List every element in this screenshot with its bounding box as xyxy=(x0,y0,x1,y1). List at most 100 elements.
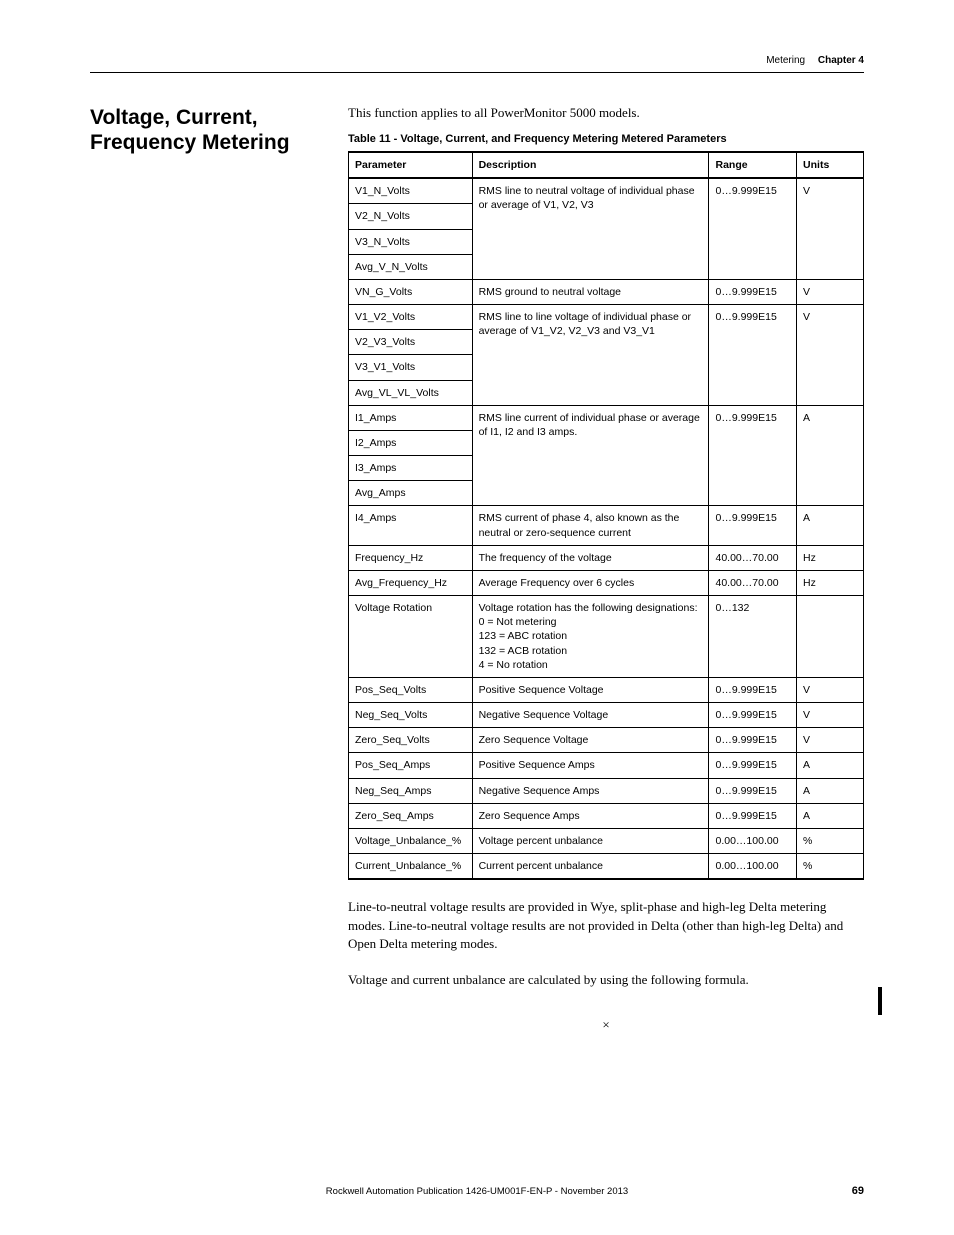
formula: × xyxy=(348,1017,864,1033)
cell-param: Neg_Seq_Volts xyxy=(349,703,473,728)
cell-units: A xyxy=(797,778,864,803)
cell-range: 0.00…100.00 xyxy=(709,854,797,880)
cell-units: % xyxy=(797,828,864,853)
cell-desc: Negative Sequence Amps xyxy=(472,778,709,803)
cell-units: V xyxy=(797,178,864,279)
cell-units: A xyxy=(797,405,864,506)
table-row: Neg_Seq_Amps Negative Sequence Amps 0…9.… xyxy=(349,778,864,803)
page-number: 69 xyxy=(852,1185,864,1197)
cell-range: 40.00…70.00 xyxy=(709,545,797,570)
cell-range: 0…9.999E15 xyxy=(709,279,797,304)
cell-range: 0…9.999E15 xyxy=(709,803,797,828)
cell-desc: Negative Sequence Voltage xyxy=(472,703,709,728)
cell-param: Zero_Seq_Volts xyxy=(349,728,473,753)
col-description: Description xyxy=(472,152,709,178)
cell-desc: Zero Sequence Amps xyxy=(472,803,709,828)
table-row: I4_Amps RMS current of phase 4, also kno… xyxy=(349,506,864,545)
cell-param: VN_G_Volts xyxy=(349,279,473,304)
col-units: Units xyxy=(797,152,864,178)
cell-units: V xyxy=(797,677,864,702)
cell-range: 0…9.999E15 xyxy=(709,305,797,406)
cell-desc: The frequency of the voltage xyxy=(472,545,709,570)
cell-range: 0…9.999E15 xyxy=(709,753,797,778)
table-row: Neg_Seq_Volts Negative Sequence Voltage … xyxy=(349,703,864,728)
cell-param: V1_N_Volts xyxy=(349,178,473,204)
cell-desc: RMS line to line voltage of individual p… xyxy=(472,305,709,406)
cell-desc: Positive Sequence Voltage xyxy=(472,677,709,702)
cell-desc: RMS line to neutral voltage of individua… xyxy=(472,178,709,279)
cell-units: A xyxy=(797,506,864,545)
table-row: Avg_Frequency_Hz Average Frequency over … xyxy=(349,570,864,595)
cell-param: V2_V3_Volts xyxy=(349,330,473,355)
parameters-table: Parameter Description Range Units V1_N_V… xyxy=(348,151,864,880)
cell-param: Frequency_Hz xyxy=(349,545,473,570)
table-row: V1_V2_Volts RMS line to line voltage of … xyxy=(349,305,864,330)
page-header: Metering Chapter 4 xyxy=(766,55,864,66)
cell-range: 0.00…100.00 xyxy=(709,828,797,853)
cell-desc: RMS current of phase 4, also known as th… xyxy=(472,506,709,545)
cell-range: 0…9.999E15 xyxy=(709,778,797,803)
cell-range: 0…9.999E15 xyxy=(709,506,797,545)
cell-desc: Average Frequency over 6 cycles xyxy=(472,570,709,595)
cell-param: Pos_Seq_Volts xyxy=(349,677,473,702)
body-paragraph-2: Voltage and current unbalance are calcul… xyxy=(348,971,864,989)
cell-param: I2_Amps xyxy=(349,430,473,455)
cell-desc: Voltage rotation has the following desig… xyxy=(472,596,709,678)
main-content: Voltage, Current, Frequency Metering Thi… xyxy=(90,105,864,1033)
cell-desc: Positive Sequence Amps xyxy=(472,753,709,778)
table-row: Pos_Seq_Amps Positive Sequence Amps 0…9.… xyxy=(349,753,864,778)
header-chapter: Chapter 4 xyxy=(818,55,864,66)
col-range: Range xyxy=(709,152,797,178)
cell-param: Current_Unbalance_% xyxy=(349,854,473,880)
cell-param: V3_V1_Volts xyxy=(349,355,473,380)
cell-param: Avg_Amps xyxy=(349,481,473,506)
table-row: Zero_Seq_Amps Zero Sequence Amps 0…9.999… xyxy=(349,803,864,828)
cell-units xyxy=(797,596,864,678)
table-row: V1_N_Volts RMS line to neutral voltage o… xyxy=(349,178,864,204)
cell-param: I3_Amps xyxy=(349,456,473,481)
cell-desc: Zero Sequence Voltage xyxy=(472,728,709,753)
cell-desc: Voltage percent unbalance xyxy=(472,828,709,853)
cell-param: V2_N_Volts xyxy=(349,204,473,229)
table-row: I1_Amps RMS line current of individual p… xyxy=(349,405,864,430)
cell-units: % xyxy=(797,854,864,880)
cell-desc: Current percent unbalance xyxy=(472,854,709,880)
table-row: Pos_Seq_Volts Positive Sequence Voltage … xyxy=(349,677,864,702)
cell-units: Hz xyxy=(797,545,864,570)
cell-param: Avg_VL_VL_Volts xyxy=(349,380,473,405)
cell-units: A xyxy=(797,753,864,778)
cell-param: I4_Amps xyxy=(349,506,473,545)
cell-param: V3_N_Volts xyxy=(349,229,473,254)
cell-desc: RMS ground to neutral voltage xyxy=(472,279,709,304)
cell-param: Voltage Rotation xyxy=(349,596,473,678)
header-section: Metering xyxy=(766,55,805,66)
cell-param: Neg_Seq_Amps xyxy=(349,778,473,803)
table-row: Current_Unbalance_% Current percent unba… xyxy=(349,854,864,880)
cell-range: 0…9.999E15 xyxy=(709,677,797,702)
table-caption: Table 11 - Voltage, Current, and Frequen… xyxy=(348,133,864,145)
cell-param: Pos_Seq_Amps xyxy=(349,753,473,778)
table-row: VN_G_Volts RMS ground to neutral voltage… xyxy=(349,279,864,304)
section-title: Voltage, Current, Frequency Metering xyxy=(90,105,320,155)
table-row: Zero_Seq_Volts Zero Sequence Voltage 0…9… xyxy=(349,728,864,753)
table-row: Voltage Rotation Voltage rotation has th… xyxy=(349,596,864,678)
cell-param: Voltage_Unbalance_% xyxy=(349,828,473,853)
cell-desc: RMS line current of individual phase or … xyxy=(472,405,709,506)
cell-param: Avg_V_N_Volts xyxy=(349,254,473,279)
cell-param: I1_Amps xyxy=(349,405,473,430)
cell-units: V xyxy=(797,728,864,753)
cell-range: 0…9.999E15 xyxy=(709,178,797,279)
cell-param: Avg_Frequency_Hz xyxy=(349,570,473,595)
cell-range: 0…9.999E15 xyxy=(709,728,797,753)
change-bar-icon xyxy=(878,987,882,1015)
table-row: Frequency_Hz The frequency of the voltag… xyxy=(349,545,864,570)
cell-units: Hz xyxy=(797,570,864,595)
header-rule xyxy=(90,72,864,73)
cell-range: 40.00…70.00 xyxy=(709,570,797,595)
cell-range: 0…132 xyxy=(709,596,797,678)
cell-units: V xyxy=(797,305,864,406)
right-column: This function applies to all PowerMonito… xyxy=(348,105,864,1033)
cell-units: A xyxy=(797,803,864,828)
table-header-row: Parameter Description Range Units xyxy=(349,152,864,178)
table-row: Voltage_Unbalance_% Voltage percent unba… xyxy=(349,828,864,853)
